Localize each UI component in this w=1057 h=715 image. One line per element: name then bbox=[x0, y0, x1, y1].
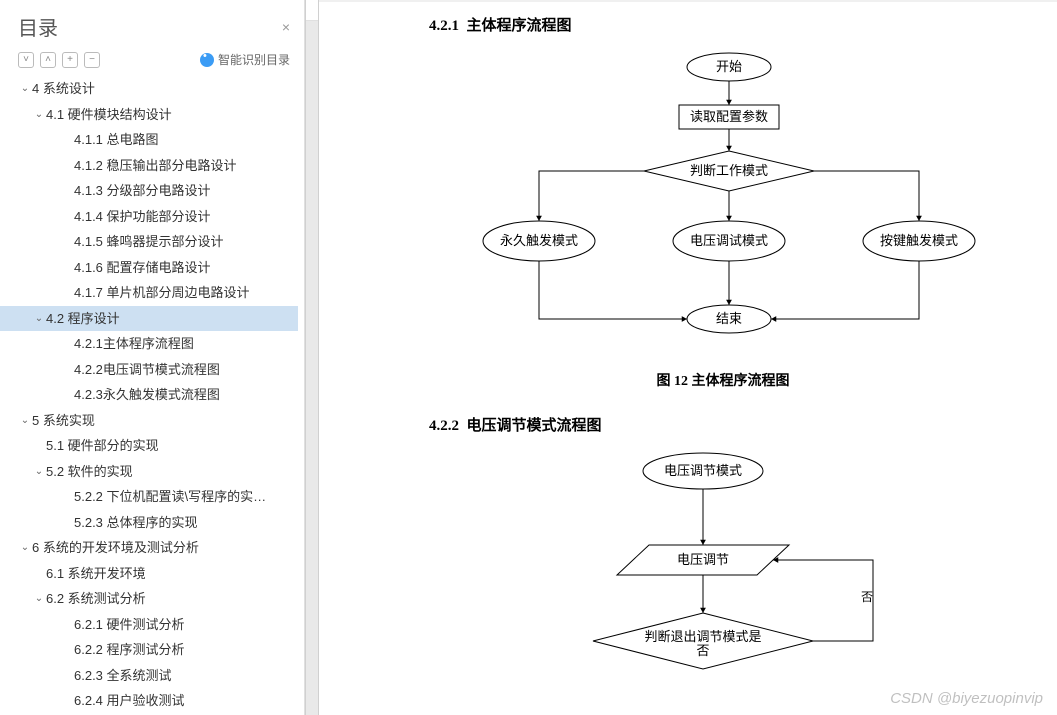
toc-item-label: 4.2.1主体程序流程图 bbox=[74, 334, 194, 354]
ai-icon bbox=[200, 53, 214, 67]
figure-flowchart-2: 否电压调节模式电压调节判断退出调节模式是否 bbox=[493, 445, 953, 700]
toc-item[interactable]: 5.1 硬件部分的实现 bbox=[0, 433, 298, 459]
svg-text:结束: 结束 bbox=[716, 311, 742, 326]
svg-text:永久触发模式: 永久触发模式 bbox=[500, 233, 578, 248]
toc-item[interactable]: 4.1.5 蜂鸣器提示部分设计 bbox=[0, 229, 298, 255]
toc-item-label: 5 系统实现 bbox=[32, 411, 95, 431]
toc-item-label: 4 系统设计 bbox=[32, 79, 95, 99]
toc-item-label: 6.2 系统测试分析 bbox=[46, 589, 146, 609]
toc-item[interactable]: ⌄4 系统设计 bbox=[0, 76, 298, 102]
toc-item-label: 4.1.7 单片机部分周边电路设计 bbox=[74, 283, 250, 303]
chevron-icon: ⌄ bbox=[32, 107, 46, 122]
chevron-icon: ⌄ bbox=[18, 413, 32, 428]
toc-item[interactable]: 4.1.1 总电路图 bbox=[0, 127, 298, 153]
toc-item[interactable]: ⌄6 系统的开发环境及测试分析 bbox=[0, 535, 298, 561]
collapse-up-button[interactable]: ˄ bbox=[40, 52, 56, 68]
toc-item-label: 4.2 程序设计 bbox=[46, 309, 120, 329]
toc-item-label: 6.2.3 全系统测试 bbox=[74, 666, 172, 686]
add-button[interactable]: + bbox=[62, 52, 78, 68]
toc-item[interactable]: 6.2.1 硬件测试分析 bbox=[0, 612, 298, 638]
toc-item-label: 4.1 硬件模块结构设计 bbox=[46, 105, 172, 125]
chevron-icon: ⌄ bbox=[18, 81, 32, 96]
toc-item-label: 5.1 硬件部分的实现 bbox=[46, 436, 159, 456]
svg-text:电压调节模式: 电压调节模式 bbox=[664, 463, 742, 478]
toc-item[interactable]: ⌄5 系统实现 bbox=[0, 408, 298, 434]
sidebar-toolbar: ˅ ˄ + − 智能识别目录 bbox=[0, 49, 304, 76]
toc-item-label: 4.2.2电压调节模式流程图 bbox=[74, 360, 220, 380]
toc-item[interactable]: 4.1.4 保护功能部分设计 bbox=[0, 204, 298, 230]
svg-text:否: 否 bbox=[696, 643, 709, 658]
toc-sidebar: 目录 × ˅ ˄ + − 智能识别目录 ⌄4 系统设计⌄4.1 硬件模块结构设计… bbox=[0, 0, 305, 715]
svg-text:电压调试模式: 电压调试模式 bbox=[690, 233, 768, 248]
toc-item-label: 4.1.3 分级部分电路设计 bbox=[74, 181, 211, 201]
toc-item[interactable]: 4.1.7 单片机部分周边电路设计 bbox=[0, 280, 298, 306]
chevron-icon: ⌄ bbox=[32, 311, 46, 326]
toc-item-label: 6.1 系统开发环境 bbox=[46, 564, 146, 584]
toc-item-label: 4.1.1 总电路图 bbox=[74, 130, 159, 150]
svg-text:否: 否 bbox=[861, 590, 873, 604]
toc-tree: ⌄4 系统设计⌄4.1 硬件模块结构设计4.1.1 总电路图4.1.2 稳压输出… bbox=[0, 76, 304, 707]
toc-item[interactable]: 4.1.2 稳压输出部分电路设计 bbox=[0, 153, 298, 179]
toc-item-label: 4.1.5 蜂鸣器提示部分设计 bbox=[74, 232, 224, 252]
svg-text:读取配置参数: 读取配置参数 bbox=[690, 109, 768, 124]
svg-text:判断退出调节模式是: 判断退出调节模式是 bbox=[644, 629, 761, 644]
toc-item-label: 5.2.3 总体程序的实现 bbox=[74, 513, 198, 533]
toc-item-label: 6.2.4 用户验收测试 bbox=[74, 691, 185, 707]
svg-text:按键触发模式: 按键触发模式 bbox=[880, 233, 958, 248]
ai-detect-toc-button[interactable]: 智能识别目录 bbox=[200, 51, 290, 68]
toc-item-label: 6 系统的开发环境及测试分析 bbox=[32, 538, 199, 558]
svg-text:开始: 开始 bbox=[716, 59, 742, 74]
toc-item[interactable]: 5.2.2 下位机配置读\写程序的实… bbox=[0, 484, 298, 510]
figure-caption: 图 12 主体程序流程图 bbox=[429, 370, 1017, 390]
section-heading: 4.2.1 主体程序流程图 bbox=[429, 14, 1017, 35]
toc-item-label: 6.2.1 硬件测试分析 bbox=[74, 615, 185, 635]
toc-item[interactable]: ⌄6.2 系统测试分析 bbox=[0, 586, 298, 612]
toc-item[interactable]: ⌄4.1 硬件模块结构设计 bbox=[0, 102, 298, 128]
toc-item-label: 4.1.6 配置存储电路设计 bbox=[74, 258, 211, 278]
toc-item-label: 5.2 软件的实现 bbox=[46, 462, 133, 482]
watermark-text: CSDN @biyezuopinvip bbox=[890, 690, 1043, 707]
remove-button[interactable]: − bbox=[84, 52, 100, 68]
toc-item[interactable]: ⌄4.2 程序设计 bbox=[0, 306, 298, 332]
toc-item[interactable]: ⌄5.2 软件的实现 bbox=[0, 459, 298, 485]
toc-item-label: 6.2.2 程序测试分析 bbox=[74, 640, 185, 660]
chevron-icon: ⌄ bbox=[32, 591, 46, 606]
document-viewport: 4.2.1 主体程序流程图 开始读取配置参数判断工作模式永久触发模式 电压调试模式… bbox=[319, 0, 1057, 715]
toc-item-label: 4.2.3永久触发模式流程图 bbox=[74, 385, 220, 405]
sidebar-header: 目录 × bbox=[0, 8, 304, 49]
app-root: 目录 × ˅ ˄ + − 智能识别目录 ⌄4 系统设计⌄4.1 硬件模块结构设计… bbox=[0, 0, 1057, 715]
toc-item[interactable]: 6.2.3 全系统测试 bbox=[0, 663, 298, 689]
toc-item[interactable]: 4.2.1主体程序流程图 bbox=[0, 331, 298, 357]
figure-flowchart-1: 开始读取配置参数判断工作模式永久触发模式 电压调试模式 按键触发模式结束 bbox=[429, 45, 1029, 360]
toc-item-label: 4.1.2 稳压输出部分电路设计 bbox=[74, 156, 237, 176]
toc-item[interactable]: 4.2.2电压调节模式流程图 bbox=[0, 357, 298, 383]
toc-item[interactable]: 6.1 系统开发环境 bbox=[0, 561, 298, 587]
ai-label: 智能识别目录 bbox=[218, 51, 290, 68]
section-heading: 4.2.2 电压调节模式流程图 bbox=[429, 414, 1017, 435]
toc-item[interactable]: 4.1.6 配置存储电路设计 bbox=[0, 255, 298, 281]
toc-item-label: 5.2.2 下位机配置读\写程序的实… bbox=[74, 487, 266, 507]
svg-text:电压调节: 电压调节 bbox=[677, 552, 729, 567]
close-icon[interactable]: × bbox=[282, 19, 290, 35]
chevron-icon: ⌄ bbox=[32, 464, 46, 479]
chevron-icon: ⌄ bbox=[18, 540, 32, 555]
svg-text:判断工作模式: 判断工作模式 bbox=[690, 163, 768, 178]
expand-down-button[interactable]: ˅ bbox=[18, 52, 34, 68]
toc-item[interactable]: 5.2.3 总体程序的实现 bbox=[0, 510, 298, 536]
vertical-divider[interactable] bbox=[305, 0, 319, 715]
sidebar-title: 目录 bbox=[18, 12, 58, 41]
toc-item[interactable]: 4.1.3 分级部分电路设计 bbox=[0, 178, 298, 204]
toc-item[interactable]: 6.2.2 程序测试分析 bbox=[0, 637, 298, 663]
toc-item[interactable]: 4.2.3永久触发模式流程图 bbox=[0, 382, 298, 408]
toc-item-label: 4.1.4 保护功能部分设计 bbox=[74, 207, 211, 227]
toc-item[interactable]: 6.2.4 用户验收测试 bbox=[0, 688, 298, 707]
